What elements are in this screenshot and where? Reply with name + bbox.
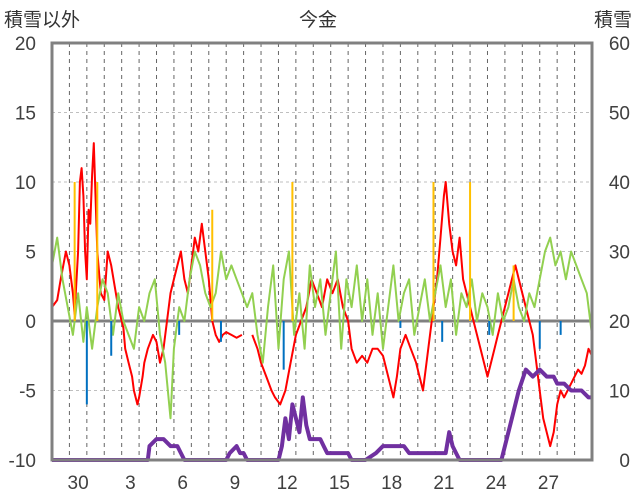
left-axis-label: 積雪以外 <box>4 9 80 31</box>
left-tick-label-3: 5 <box>25 243 36 264</box>
x-tick-label-9: 27 <box>538 473 559 494</box>
x-tick-label-3: 9 <box>230 473 241 494</box>
wind-line <box>51 236 593 420</box>
right-tick-label-6: 0 <box>619 451 630 472</box>
left-tick-label-0: 20 <box>15 34 36 55</box>
left-tick-label-5: -5 <box>19 382 36 403</box>
x-tick-label-4: 12 <box>277 473 298 494</box>
right-tick-label-1: 50 <box>609 104 630 125</box>
snow_depth-line <box>52 367 592 462</box>
right-tick-label-2: 40 <box>609 173 630 194</box>
temperature-line <box>51 142 243 406</box>
left-tick-label-4: 0 <box>25 312 36 333</box>
left-tick-label-1: 15 <box>15 104 36 125</box>
x-tick-label-1: 3 <box>125 473 136 494</box>
chart-title: 今金 <box>299 9 337 31</box>
x-tick-label-2: 6 <box>177 473 188 494</box>
x-tick-label-0: 30 <box>68 473 89 494</box>
x-tick-label-6: 18 <box>381 473 402 494</box>
right-axis-label: 積雪 <box>594 9 632 31</box>
right-tick-label-5: 10 <box>609 382 630 403</box>
plot-frame <box>50 41 594 462</box>
x-tick-label-7: 21 <box>433 473 454 494</box>
right-tick-label-4: 20 <box>609 312 630 333</box>
left-tick-label-6: -10 <box>9 451 36 472</box>
series-group <box>51 142 593 462</box>
left-tick-label-2: 10 <box>15 173 36 194</box>
right-tick-label-3: 30 <box>609 243 630 264</box>
x-tick-label-8: 24 <box>486 473 508 494</box>
right-tick-label-0: 60 <box>609 34 630 55</box>
x-tick-label-5: 15 <box>329 473 350 494</box>
